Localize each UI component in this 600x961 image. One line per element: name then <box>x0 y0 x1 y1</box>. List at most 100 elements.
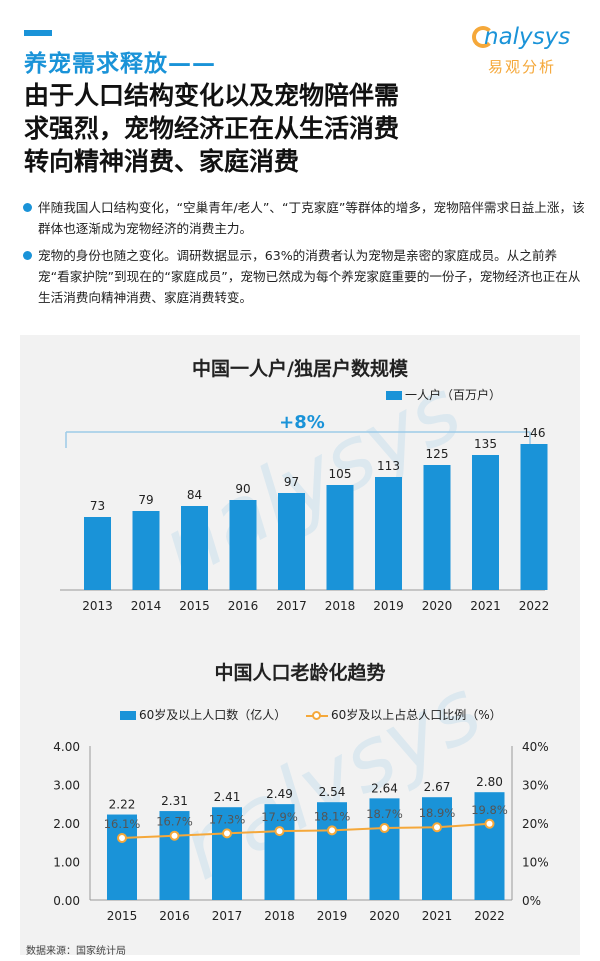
bar-value-label: 97 <box>284 475 299 489</box>
bar <box>317 802 347 900</box>
chart2-plot: 0.00 1.00 2.00 3.00 4.00 0% 10% 20% 30% 40% 2.22 20… <box>53 740 549 923</box>
ratio-point-label: 18.1% <box>314 809 351 823</box>
bar-value-label: 2.64 <box>371 781 398 795</box>
bar <box>422 797 452 900</box>
chart1-plot: +8% 73 2013 79 2014 84 2015 90 2016 97 2017 105 2018… <box>60 412 550 613</box>
x-tick-label: 2020 <box>369 909 400 923</box>
ratio-point <box>484 818 495 829</box>
chart1-legend-item: 一人户（百万户） <box>386 386 501 403</box>
bullet-dot-icon <box>23 203 32 212</box>
y-left-tick-label: 2.00 <box>53 817 80 831</box>
x-tick-label: 2022 <box>474 909 505 923</box>
header-accent-bar <box>24 30 52 36</box>
x-tick-label: 2021 <box>470 599 501 613</box>
legend-bar-swatch-icon <box>120 711 136 720</box>
ratio-point-label: 18.9% <box>419 806 456 820</box>
bullet-list: 伴随我国人口结构变化，“空巢青年/老人”、“丁克家庭”等群体的增多，宠物陪伴需求… <box>20 197 586 314</box>
x-tick-label: 2018 <box>264 909 295 923</box>
chart1-title: 中国一人户/独居户数规模 <box>192 358 408 380</box>
y-right-tick-label: 40% <box>522 740 549 754</box>
x-tick-label: 2017 <box>212 909 243 923</box>
bar <box>181 506 208 590</box>
bar-value-label: 2.41 <box>214 790 241 804</box>
chart2-legend-line-item: 60岁及以上占总人口比例（%） <box>306 706 502 723</box>
x-tick-label: 2017 <box>276 599 307 613</box>
page-title: 由于人口结构变化以及宠物陪伴需 求强烈，宠物经济正在从生活消费 转向精神消费、家… <box>24 79 524 178</box>
bar <box>229 500 257 590</box>
section-label: 养宠需求释放—— <box>24 51 216 77</box>
x-tick-label: 2019 <box>373 599 404 613</box>
ratio-point <box>274 826 285 837</box>
x-tick-label: 2020 <box>422 599 453 613</box>
bar <box>423 465 451 590</box>
ratio-point <box>379 823 390 834</box>
ratio-point <box>169 830 180 841</box>
bar <box>474 792 505 900</box>
headline-line: 求强烈，宠物经济正在从生活消费 <box>24 114 400 143</box>
x-tick-label: 2015 <box>107 909 138 923</box>
bar-value-label: 105 <box>329 467 352 481</box>
bar <box>472 455 499 590</box>
y-left-tick-label: 0.00 <box>53 894 80 908</box>
chart2-legend-bar-label: 60岁及以上人口数（亿人） <box>139 708 287 722</box>
bar-value-label: 90 <box>235 482 250 496</box>
logo-wordmark: nalysys <box>484 24 571 50</box>
chart2-title: 中国人口老龄化趋势 <box>214 662 386 684</box>
x-tick-label: 2021 <box>422 909 453 923</box>
y-left-tick-label: 4.00 <box>53 740 80 754</box>
headline-line: 转向精神消费、家庭消费 <box>24 147 300 176</box>
bar-value-label: 84 <box>187 488 202 502</box>
x-tick-label: 2022 <box>519 599 550 613</box>
ratio-point-label: 19.8% <box>471 803 508 817</box>
ratio-point-label: 17.3% <box>209 812 246 826</box>
logo-chinese-name: 易观分析 <box>488 58 557 76</box>
y-left-tick-label: 3.00 <box>53 779 80 793</box>
bar-value-label: 2.67 <box>424 780 451 794</box>
ratio-point-label: 17.9% <box>261 810 298 824</box>
x-tick-label: 2016 <box>159 909 190 923</box>
chart1-legend-label: 一人户（百万户） <box>405 388 502 402</box>
ratio-point-label: 16.7% <box>156 815 193 829</box>
bar-value-label: 135 <box>474 437 497 451</box>
bullet-text: 伴随我国人口结构变化，“空巢青年/老人”、“丁克家庭”等群体的增多，宠物陪伴需求… <box>38 200 585 236</box>
y-right-tick-label: 30% <box>522 779 549 793</box>
ratio-point <box>432 822 442 833</box>
headline-line: 由于人口结构变化以及宠物陪伴需 <box>24 81 400 110</box>
bar <box>159 811 190 900</box>
bar <box>132 511 160 590</box>
bullet-item: 宠物的身份也随之变化。调研数据显示，63%的消费者认为宠物是亲密的家庭成员。从之… <box>20 245 586 308</box>
bar <box>369 798 400 900</box>
y-right-tick-label: 10% <box>522 856 549 870</box>
bar <box>212 807 242 900</box>
bar <box>278 493 305 590</box>
chart2-legend-bar-item: 60岁及以上人口数（亿人） <box>120 706 286 723</box>
bar <box>375 477 402 590</box>
x-tick-label: 2013 <box>82 599 113 613</box>
bar-value-label: 125 <box>426 447 449 461</box>
data-source: 数据来源：国家统计局 <box>26 946 126 957</box>
x-tick-label: 2016 <box>228 599 259 613</box>
bullet-text: 宠物的身份也随之变化。调研数据显示，63%的消费者认为宠物是亲密的家庭成员。从之… <box>38 248 581 305</box>
bar-value-label: 2.31 <box>161 794 188 808</box>
bar <box>84 517 111 590</box>
bar <box>264 804 295 900</box>
x-tick-label: 2014 <box>131 599 162 613</box>
logo-swoosh-icon <box>472 26 494 48</box>
x-tick-label: 2018 <box>325 599 356 613</box>
ratio-point-label: 18.7% <box>366 807 403 821</box>
bar <box>520 444 548 590</box>
bar-value-label: 73 <box>90 499 105 513</box>
bullet-item: 伴随我国人口结构变化，“空巢青年/老人”、“丁克家庭”等群体的增多，宠物陪伴需求… <box>20 197 586 239</box>
bar-value-label: 2.22 <box>109 798 136 812</box>
bar-value-label: 79 <box>138 493 153 507</box>
legend-line-swatch-icon <box>306 711 328 720</box>
bar-value-label: 113 <box>377 459 400 473</box>
x-tick-label: 2015 <box>179 599 210 613</box>
y-left-tick-label: 1.00 <box>53 856 80 870</box>
bar-value-label: 2.80 <box>476 775 503 789</box>
ratio-point-label: 16.1% <box>104 817 141 831</box>
ratio-point <box>327 825 337 836</box>
bar-value-label: 2.49 <box>266 787 293 801</box>
ratio-line <box>121 822 490 840</box>
chart2-legend-line-label: 60岁及以上占总人口比例（%） <box>331 708 502 722</box>
